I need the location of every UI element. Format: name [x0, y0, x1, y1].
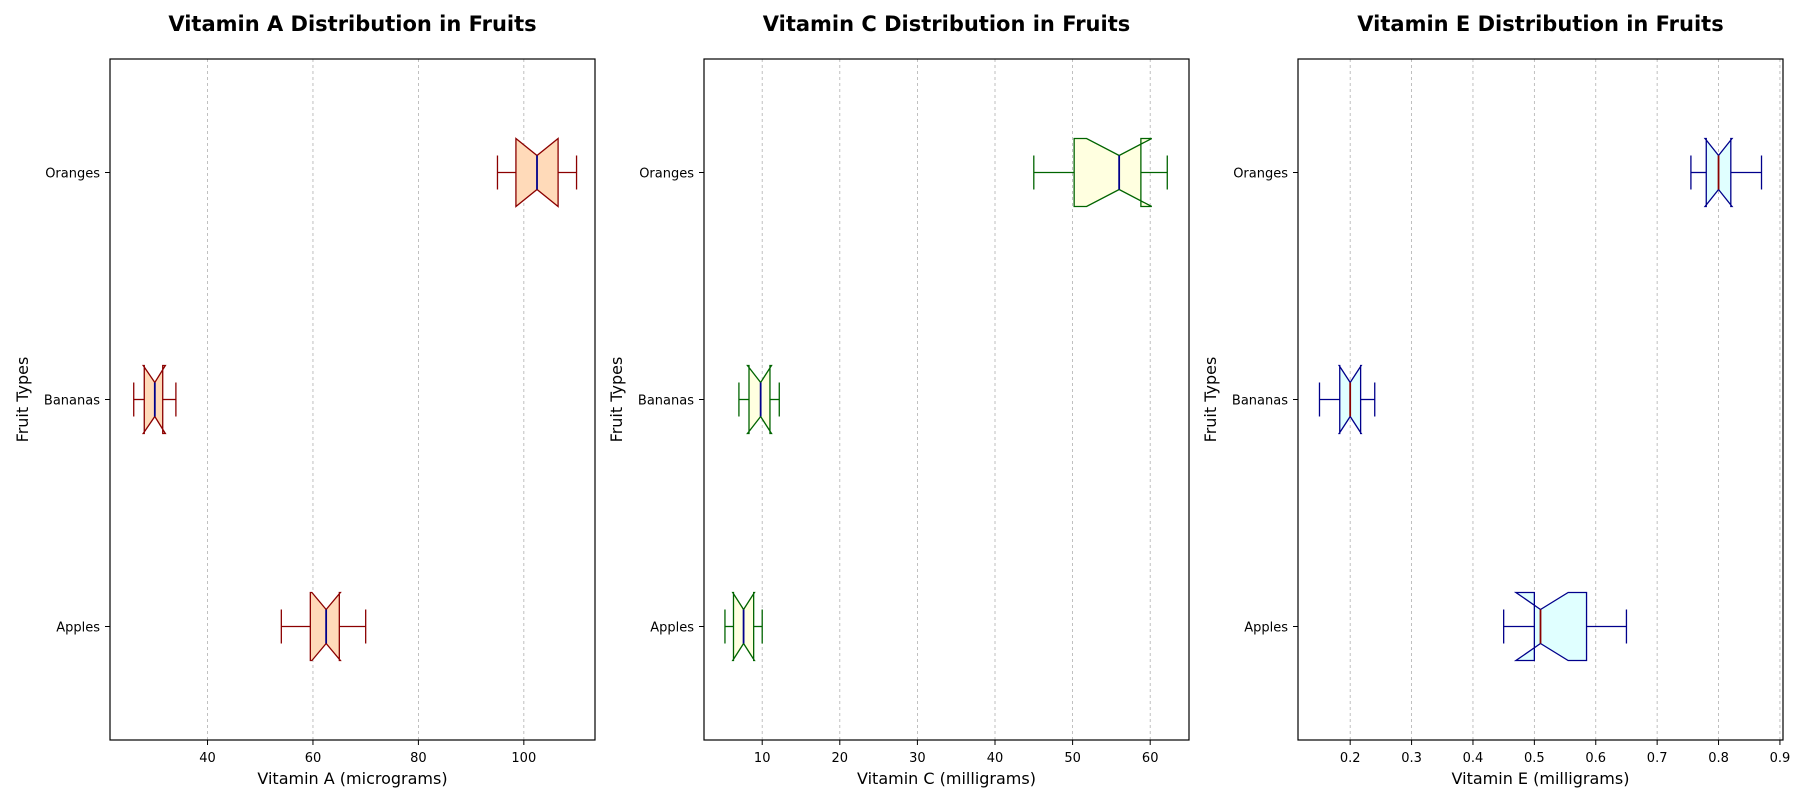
box-bananas [133, 364, 177, 435]
box-body [1513, 591, 1588, 662]
x-tick-label: 0.5 [1524, 751, 1545, 766]
box-bananas [1318, 364, 1376, 435]
y-axis-label: Fruit Types [1201, 357, 1220, 443]
y-tick-label-oranges: Oranges [639, 167, 694, 182]
panel-title: Vitamin A Distribution in Fruits [168, 12, 536, 36]
panel-1: 40 60 80 100 Apples Bananas Oranges Vitamin A D… [13, 12, 596, 788]
x-tick-label: 100 [511, 751, 536, 766]
x-tick-label: 40 [987, 751, 1004, 766]
x-tick-label: 60 [1142, 751, 1159, 766]
box-body [1073, 137, 1153, 208]
y-axis-label: Fruit Types [13, 357, 32, 443]
x-tick-label: 0.8 [1708, 751, 1729, 766]
x-tick-label: 80 [410, 751, 427, 766]
y-tick-label-apples: Apples [56, 621, 100, 636]
y-tick-label-oranges: Oranges [45, 167, 100, 182]
x-tick-label: 0.4 [1463, 751, 1484, 766]
x-tick-label: 0.7 [1647, 751, 1668, 766]
x-tick-label: 0.2 [1340, 751, 1361, 766]
box-oranges [1690, 137, 1763, 208]
box-bananas [738, 364, 780, 435]
x-tick-label: 60 [305, 751, 322, 766]
box-apples [280, 591, 367, 662]
panel-title: Vitamin C Distribution in Fruits [763, 12, 1131, 36]
y-tick-label-apples: Apples [650, 621, 694, 636]
y-tick-label-bananas: Bananas [44, 394, 100, 409]
x-tick-label: 40 [199, 751, 216, 766]
x-tick-label: 0.9 [1770, 751, 1791, 766]
box-oranges [1033, 137, 1168, 208]
box-oranges [496, 137, 578, 208]
panel-title: Vitamin E Distribution in Fruits [1357, 12, 1723, 36]
y-tick-label-apples: Apples [1244, 621, 1288, 636]
box-apples [724, 591, 763, 662]
x-tick-label: 0.6 [1585, 751, 1606, 766]
x-tick-label: 30 [909, 751, 926, 766]
x-tick-label: 10 [754, 751, 771, 766]
y-tick-label-bananas: Bananas [1232, 394, 1288, 409]
x-axis-label: Vitamin E (milligrams) [1452, 769, 1630, 788]
x-axis-label: Vitamin C (milligrams) [857, 769, 1036, 788]
box-apples [1503, 591, 1628, 662]
panel-3: 0.2 0.3 0.4 0.5 0.6 0.7 0.8 0.9 Apples Bananas Ora… [1201, 12, 1790, 788]
x-tick-label: 0.3 [1401, 751, 1422, 766]
panel-2: 10 20 30 40 50 60 Apples Bananas Oranges Vitamin … [607, 12, 1190, 788]
y-tick-label-bananas: Bananas [638, 394, 694, 409]
x-tick-label: 20 [832, 751, 849, 766]
x-tick-label: 50 [1064, 751, 1081, 766]
y-axis-label: Fruit Types [607, 357, 626, 443]
y-tick-label-oranges: Oranges [1233, 167, 1288, 182]
x-axis-label: Vitamin A (micrograms) [257, 769, 447, 788]
box-body [746, 364, 773, 435]
